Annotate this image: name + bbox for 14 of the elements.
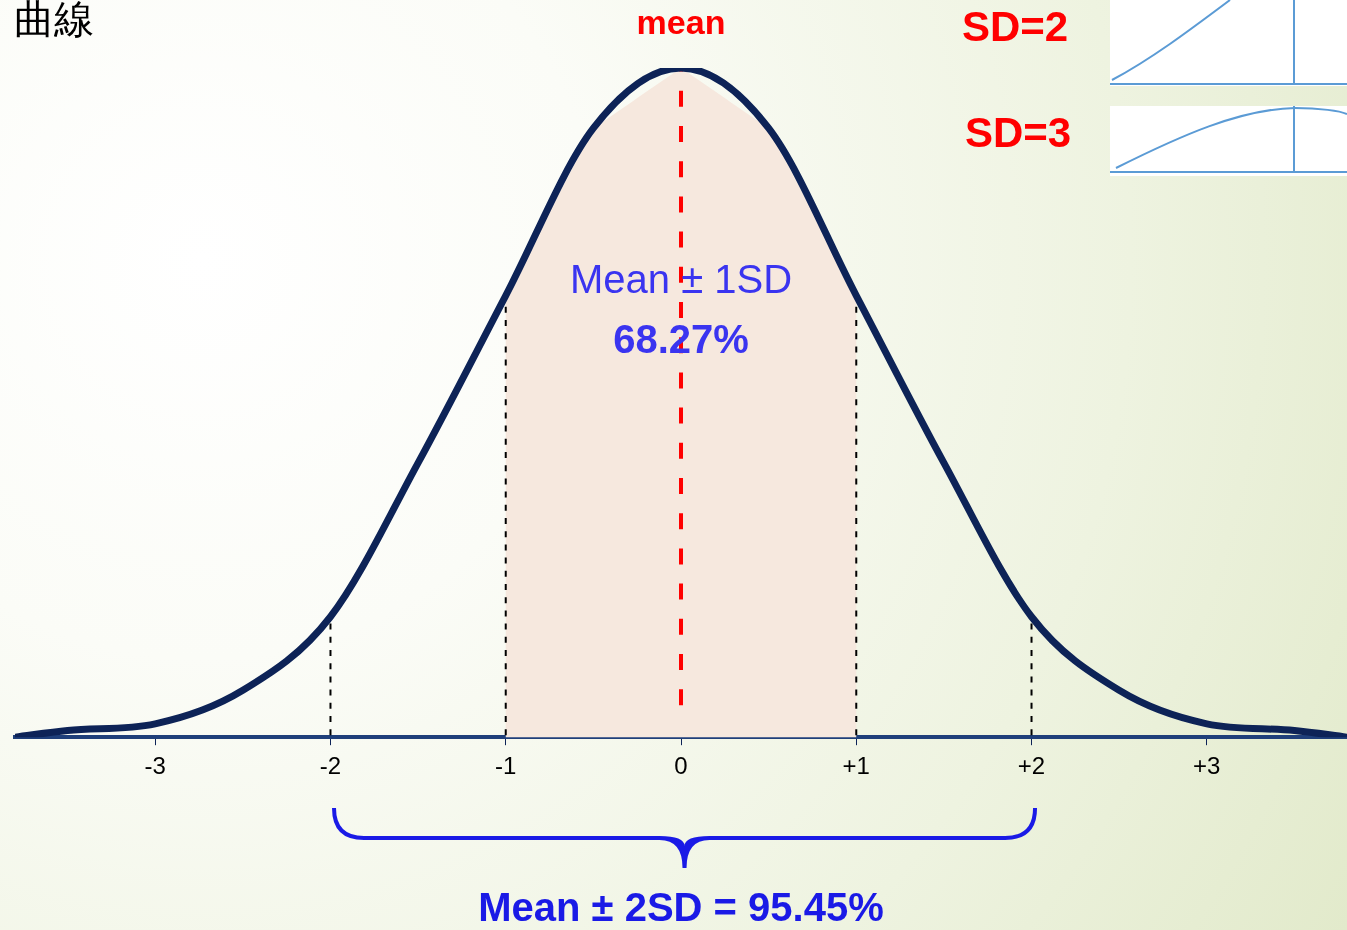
x-tick-label: +1 — [842, 752, 870, 780]
annotation: Mean ± 1SD — [569, 257, 793, 302]
text: Mean ± 2SD = 95.45% — [478, 885, 884, 930]
x-tick-label: -3 — [144, 752, 166, 780]
ref-line-label: mean — [636, 3, 726, 42]
annotation: 68.27% — [613, 317, 749, 362]
x-tick-label: -1 — [495, 752, 517, 780]
x-tick-label: +2 — [1017, 752, 1046, 780]
x-tick-label: -2 — [319, 752, 342, 780]
chart-title: 曲線 — [14, 0, 94, 42]
annotation: SD=3 — [964, 108, 1072, 156]
x-tick-label: 0 — [674, 752, 688, 780]
x-tick-label: +3 — [1193, 752, 1221, 780]
text: SD=2 — [961, 2, 1069, 50]
